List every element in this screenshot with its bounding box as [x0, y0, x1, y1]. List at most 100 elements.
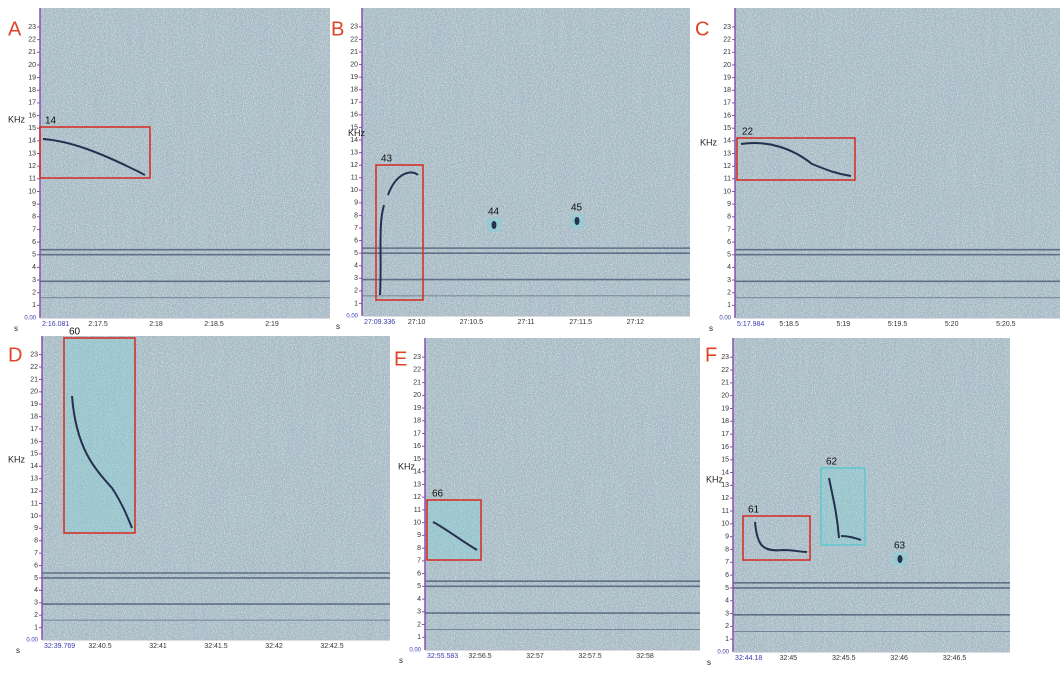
panel-letter: C — [695, 18, 709, 40]
y-tick-label: 8 — [727, 214, 731, 221]
y-tick-label: 8 — [32, 214, 36, 221]
y-tick-label: 6 — [32, 239, 36, 246]
y-tick-label: 13 — [723, 150, 731, 157]
start-time: 32:55.583 — [427, 653, 458, 660]
selection-fill — [64, 338, 135, 533]
panel-letter: D — [8, 344, 22, 366]
x-tick-label: 2:18.5 — [204, 321, 224, 328]
y-tick-label: 3 — [354, 275, 358, 282]
y-tick-label: 18 — [413, 418, 421, 425]
panel-letter: A — [8, 18, 22, 40]
y-tick-label: 17 — [721, 431, 729, 438]
y-tick-label: 20 — [413, 392, 421, 399]
y-tick-label: 14 — [723, 138, 731, 145]
y-tick-label: 5 — [727, 252, 731, 259]
y-tick-label: 17 — [30, 426, 38, 433]
y-tick-label: 20 — [350, 61, 358, 68]
x-tick-label: 2:18 — [149, 321, 163, 328]
y-tick-label: 22 — [721, 367, 729, 374]
y-tick-label: 9 — [725, 533, 729, 540]
x-tick-label: 5:19 — [837, 321, 851, 328]
x-tick-label: 5:20.5 — [996, 321, 1016, 328]
x-tick-label: 27:11 — [518, 319, 535, 326]
x-tick-label: 27:10.5 — [460, 319, 483, 326]
y-tick-label: 21 — [723, 49, 731, 56]
origin-label: 0.00 — [717, 650, 729, 656]
y-tick-label: 22 — [413, 367, 421, 374]
figure: 1234567891011121314151617181920212223KHz… — [0, 0, 1062, 670]
call-label: 22 — [742, 127, 754, 138]
y-tick-label: 2 — [727, 290, 731, 297]
spectrogram-panel: 1234567891011121314151617181920212223KHz… — [331, 8, 690, 331]
y-tick-label: 9 — [727, 201, 731, 208]
y-tick-label: 3 — [417, 609, 421, 616]
y-tick-label: 4 — [34, 587, 38, 594]
y-tick-label: 7 — [725, 559, 729, 566]
y-tick-label: 7 — [34, 550, 38, 557]
y-tick-label: 1 — [725, 636, 729, 643]
y-tick-label: 5 — [354, 250, 358, 257]
y-tick-label: 10 — [350, 187, 358, 194]
y-tick-label: 19 — [350, 74, 358, 81]
x-tick-label: 32:46.5 — [943, 655, 966, 662]
y-axis-label: KHz — [398, 461, 416, 471]
y-tick-label: 18 — [721, 418, 729, 425]
y-tick-label: 1 — [417, 634, 421, 641]
y-tick-label: 4 — [725, 598, 729, 605]
call-label: 14 — [45, 116, 57, 127]
y-tick-label: 23 — [28, 24, 36, 31]
origin-label: 0.00 — [409, 648, 421, 654]
x-tick-label: 32:57.5 — [578, 653, 601, 660]
y-tick-label: 3 — [32, 277, 36, 284]
call-label: 44 — [488, 207, 500, 218]
y-tick-label: 2 — [32, 290, 36, 297]
spectrogram-speckle — [425, 338, 700, 650]
call-label: 45 — [571, 203, 583, 214]
y-tick-label: 20 — [721, 393, 729, 400]
x-unit: s — [16, 646, 20, 655]
origin-label: 0.00 — [346, 314, 358, 320]
y-tick-label: 18 — [350, 87, 358, 94]
start-time: 5:17.984 — [737, 321, 764, 328]
x-tick-label: 32:45.5 — [832, 655, 855, 662]
y-tick-label: 5 — [725, 585, 729, 592]
y-tick-label: 7 — [354, 225, 358, 232]
spectrogram-panel: 1234567891011121314151617181920212223KHz… — [394, 338, 700, 665]
y-tick-label: 12 — [30, 488, 38, 495]
call-trace — [898, 555, 903, 563]
y-tick-label: 19 — [413, 405, 421, 412]
y-tick-label: 21 — [721, 380, 729, 387]
origin-label: 0.00 — [719, 316, 731, 322]
y-tick-label: 9 — [34, 525, 38, 532]
y-tick-label: 18 — [723, 87, 731, 94]
y-tick-label: 20 — [28, 62, 36, 69]
x-unit: s — [336, 322, 340, 331]
y-tick-label: 15 — [721, 457, 729, 464]
y-tick-label: 17 — [28, 100, 36, 107]
y-tick-label: 11 — [351, 175, 358, 182]
y-tick-label: 3 — [725, 610, 729, 617]
y-tick-label: 22 — [723, 36, 731, 43]
x-tick-label: 32:58 — [636, 653, 654, 660]
y-tick-label: 5 — [34, 575, 38, 582]
y-tick-label: 17 — [413, 430, 421, 437]
call-label: 66 — [432, 489, 444, 500]
y-tick-label: 1 — [727, 302, 731, 309]
origin-label: 0.00 — [26, 638, 38, 644]
x-tick-label: 32:41 — [149, 643, 167, 650]
y-tick-label: 13 — [28, 150, 36, 157]
y-tick-label: 4 — [727, 264, 731, 271]
y-tick-label: 16 — [350, 112, 358, 119]
y-tick-label: 17 — [723, 100, 731, 107]
y-tick-label: 21 — [413, 379, 421, 386]
y-tick-label: 22 — [350, 36, 358, 43]
y-tick-label: 8 — [417, 545, 421, 552]
y-tick-label: 1 — [32, 302, 36, 309]
x-tick-label: 27:12 — [627, 319, 645, 326]
y-tick-label: 13 — [413, 481, 421, 488]
spectrogram-panel: 1234567891011121314151617181920212223KHz… — [705, 338, 1010, 667]
y-tick-label: 10 — [30, 513, 38, 520]
y-axis-label: KHz — [8, 114, 26, 124]
y-tick-label: 4 — [354, 263, 358, 270]
y-tick-label: 11 — [31, 500, 38, 507]
